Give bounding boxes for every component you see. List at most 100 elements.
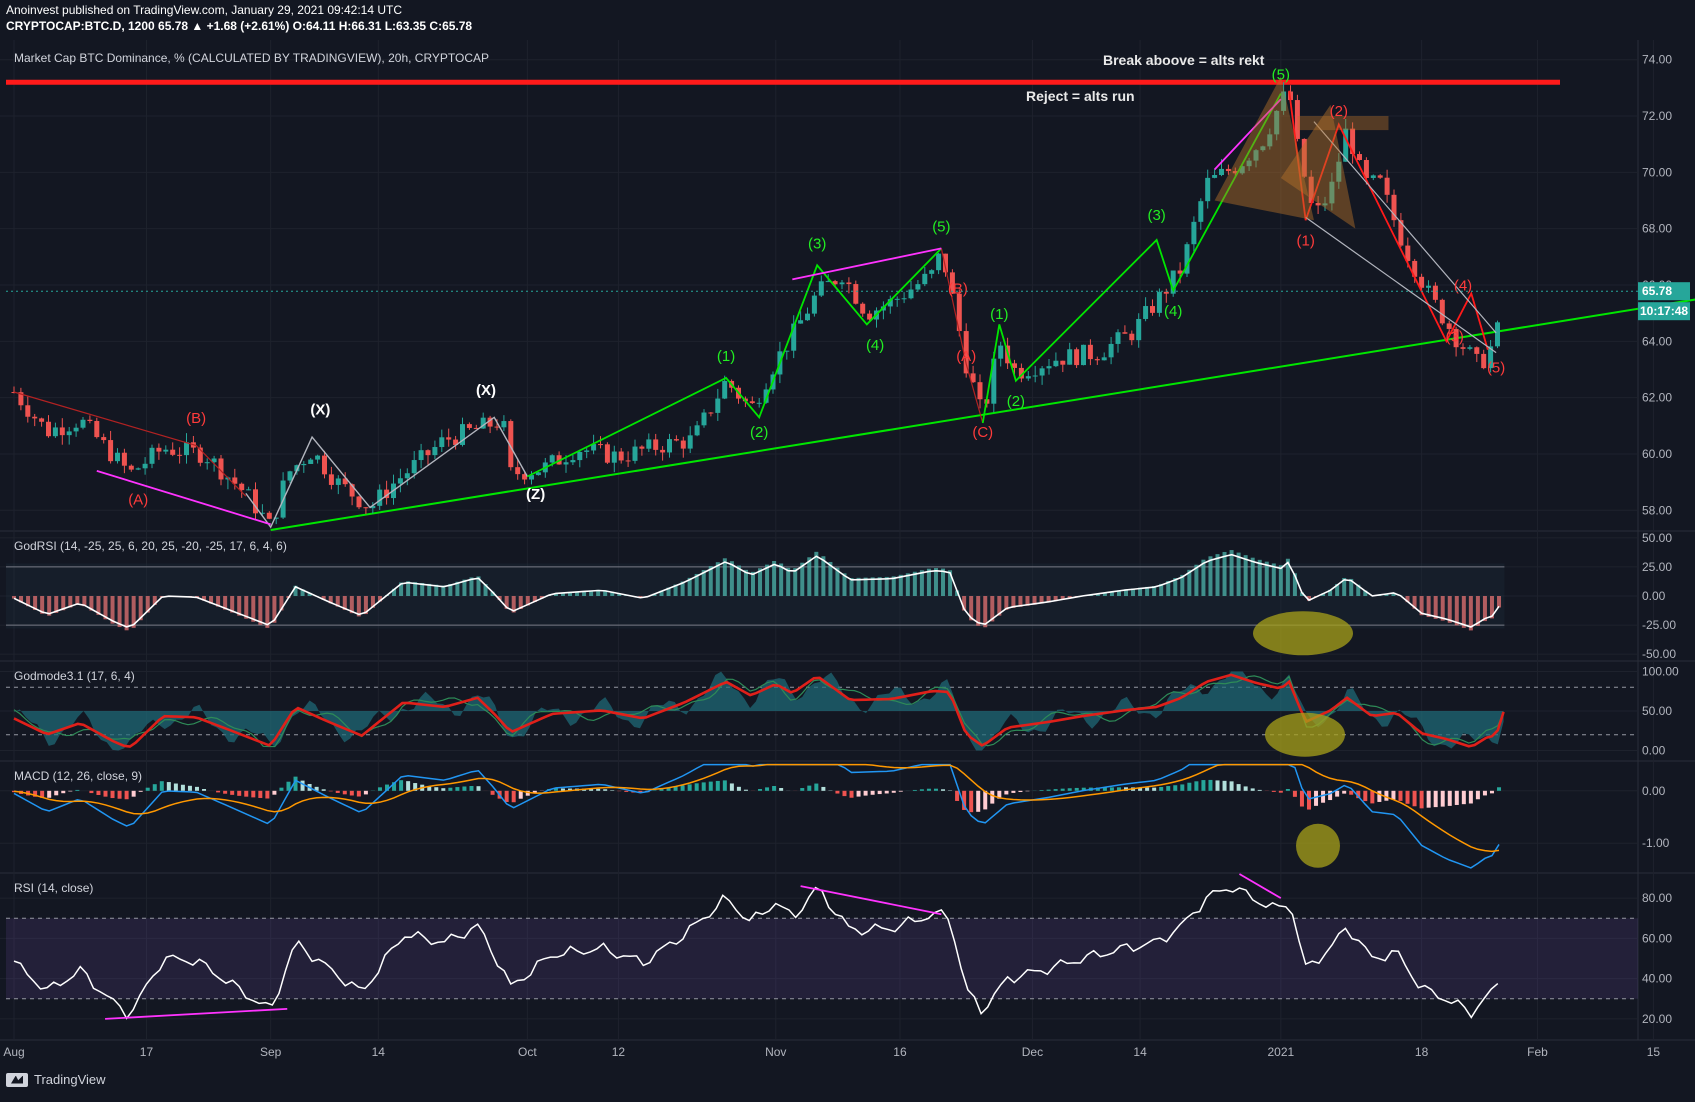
macd-bar — [40, 790, 45, 798]
godrsi-bar — [715, 562, 720, 596]
x-tick-label: 14 — [372, 1045, 386, 1059]
tradingview-logo-icon — [6, 1072, 28, 1087]
candle-body — [163, 449, 169, 452]
macd-bar — [1426, 790, 1431, 808]
macd-bar — [1405, 790, 1410, 804]
candle-body — [535, 472, 541, 476]
candle-body — [853, 284, 859, 304]
godrsi-bar — [1384, 593, 1389, 596]
godrsi-bar — [1440, 596, 1445, 621]
wave-label: (X) — [476, 382, 496, 399]
godrsi-bar — [370, 596, 375, 608]
godrsi-bar — [891, 576, 896, 596]
godrsi-bar — [1187, 569, 1192, 596]
candle-body — [1012, 363, 1017, 368]
godrsi-bar — [1278, 565, 1283, 596]
godrsi-bar — [377, 596, 382, 602]
macd-bar — [568, 788, 573, 791]
godrsi-bar — [617, 593, 622, 596]
candle-body — [1246, 160, 1252, 167]
candle-body — [1412, 260, 1418, 277]
macd-bar — [1398, 790, 1403, 801]
macd-bar — [1152, 787, 1157, 791]
candle-body — [798, 320, 804, 324]
macd-bar — [1004, 790, 1009, 795]
candle-body — [887, 299, 893, 307]
godrsi-bar — [392, 588, 397, 596]
candle-body — [929, 270, 935, 274]
candle-body — [156, 447, 162, 452]
candle-body — [936, 253, 942, 271]
godrsi-bar — [518, 596, 523, 610]
x-tick-label: Oct — [518, 1045, 537, 1059]
macd-bar — [518, 790, 523, 799]
rsi-band — [6, 918, 1638, 999]
macd-bar — [187, 785, 192, 791]
macd-bar — [455, 787, 460, 791]
macd-bar — [1475, 790, 1480, 800]
macd-bar — [152, 784, 157, 791]
godrsi-bar — [912, 571, 917, 596]
godrsi-bar — [1236, 552, 1241, 596]
godrsi-bar — [12, 596, 16, 599]
godrsi-bar — [251, 596, 256, 622]
macd-bar — [335, 790, 340, 793]
pattern-zone — [1214, 76, 1314, 221]
macd-bar — [1039, 790, 1044, 791]
macd-bar — [1011, 790, 1016, 793]
x-tick-label: Aug — [3, 1045, 24, 1059]
divergence-line — [1213, 98, 1282, 171]
candle-body — [149, 447, 155, 464]
godrsi-bar — [75, 596, 80, 605]
macd-bar — [1328, 790, 1333, 801]
godrsi-bar — [1475, 596, 1480, 626]
godrsi-bar — [96, 596, 101, 615]
godrsi-bar — [1405, 596, 1410, 603]
candle-body — [625, 460, 631, 462]
macd-bar — [1292, 790, 1297, 797]
godrsi-bar — [1039, 596, 1044, 604]
godrsi-bar — [1482, 596, 1487, 622]
godrsi-bar — [223, 596, 228, 610]
macd-bar — [356, 790, 361, 797]
macd-bar — [772, 786, 777, 791]
godrsi-bar — [124, 596, 129, 631]
macd-bar — [1159, 786, 1164, 791]
candle-body — [998, 345, 1004, 359]
macd-bar — [138, 790, 143, 792]
candle-body — [170, 449, 176, 455]
godrsi-bar — [680, 581, 685, 596]
candle-body — [749, 401, 755, 404]
godrsi-bar — [363, 596, 368, 615]
godrsi-bar — [138, 596, 143, 621]
macd-bar — [469, 786, 474, 791]
wedge-lower — [1305, 216, 1497, 354]
candle-body — [1432, 285, 1438, 300]
candle-body — [1274, 110, 1280, 135]
wave-label: (4) — [1164, 303, 1182, 320]
godrsi-bar — [983, 596, 988, 628]
macd-bar — [589, 788, 594, 791]
candle-body — [1184, 244, 1190, 274]
candle-body — [646, 439, 652, 449]
macd-bar — [779, 788, 784, 791]
macd-bar — [300, 780, 305, 791]
candle-body — [867, 313, 873, 320]
macd-bar — [560, 788, 565, 791]
godrsi-bar — [1004, 596, 1009, 610]
candle-body — [397, 478, 403, 484]
candle-body — [266, 512, 272, 519]
macd-bar — [884, 790, 889, 794]
godrsi-bar — [40, 596, 45, 614]
candle-body — [1081, 344, 1086, 366]
godrsi-bar — [399, 582, 404, 596]
macd-bar — [941, 789, 946, 791]
divergence-line — [800, 885, 942, 916]
macd-bar — [342, 790, 347, 795]
candle-body — [246, 489, 252, 491]
macd-bar — [427, 786, 432, 791]
godrsi-bar — [490, 591, 495, 596]
candle-body — [328, 474, 334, 485]
macd-bar — [1074, 787, 1079, 791]
godrsi-bar — [448, 583, 453, 596]
